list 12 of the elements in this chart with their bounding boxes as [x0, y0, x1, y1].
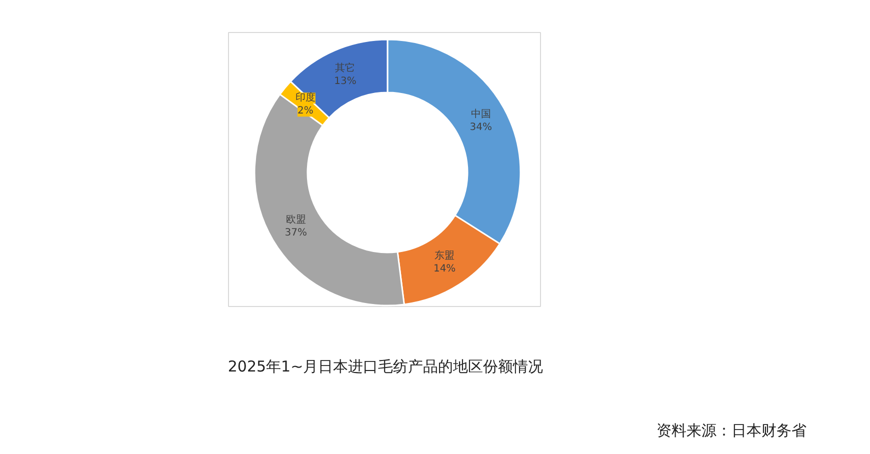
slice-label: 其它: [335, 62, 356, 74]
data-label: 37%: [284, 228, 307, 239]
data-label: 14%: [433, 263, 456, 274]
slice-label: 欧盟: [286, 214, 306, 226]
slice-label: 东盟: [434, 249, 455, 262]
slice-label: 中国: [470, 108, 491, 120]
text: 资料来源：日本财务省: [656, 422, 806, 440]
data-label: 2%: [298, 106, 314, 117]
text: 2025年1~月日本进口毛纺产品的地区份额情况: [228, 358, 544, 376]
slice-label: 印度: [295, 92, 316, 104]
data-label: 34%: [470, 122, 492, 134]
data-label: 13%: [334, 76, 356, 87]
